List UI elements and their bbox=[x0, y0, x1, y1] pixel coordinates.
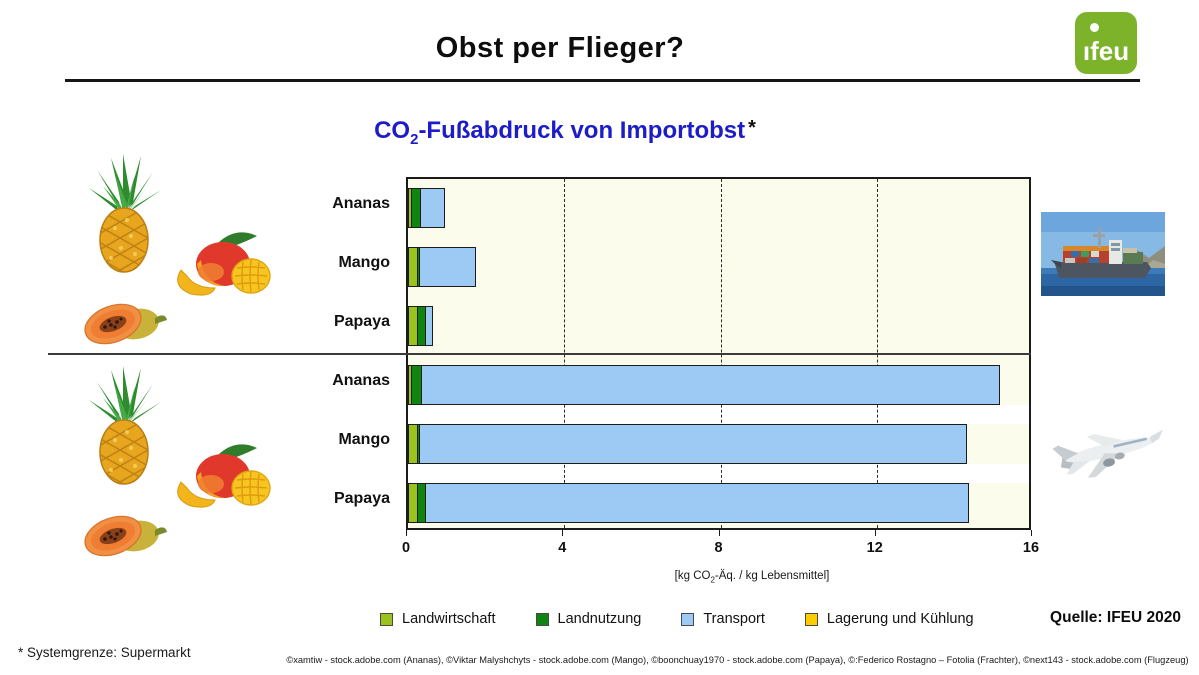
bar-Flugzeug-Ananas bbox=[408, 364, 1000, 405]
row-gap-band bbox=[408, 463, 1029, 483]
bar-segment-Transport bbox=[424, 307, 433, 346]
chart-legend: Landwirtschaft Landnutzung Transport Lageru… bbox=[380, 611, 1010, 627]
legend-item-Landnutzung: Landnutzung bbox=[535, 611, 642, 627]
bar-segment-Transport bbox=[424, 483, 968, 522]
bar-Flugzeug-Papaya bbox=[408, 482, 969, 523]
bar-segment-Landwirtschaft bbox=[409, 365, 411, 404]
bar-segment-Transport bbox=[419, 189, 444, 228]
x-tick-mark-8 bbox=[718, 530, 720, 536]
x-axis: 0 4 8 12 16 bbox=[402, 0, 1039, 675]
container-ship-graphic bbox=[1041, 212, 1165, 296]
legend-label: Lagerung und Kühlung bbox=[826, 611, 974, 627]
x-tick-label-16: 16 bbox=[1022, 540, 1040, 556]
bar-Frachter (Schiff)-Ananas bbox=[408, 188, 445, 229]
legend-swatch bbox=[535, 612, 549, 626]
fruit-group-ship bbox=[75, 148, 325, 354]
gridline-4 bbox=[564, 179, 566, 528]
logo-i-dot bbox=[1090, 23, 1099, 32]
bar-segment-Transport bbox=[420, 365, 999, 404]
gridline-12 bbox=[876, 179, 878, 528]
image-credits: ©xamtiw - stock.adobe.com (Ananas), ©Vik… bbox=[286, 655, 1189, 665]
source-label: Quelle: IFEU 2020 bbox=[1050, 609, 1181, 626]
mango-icon bbox=[177, 232, 271, 296]
legend-item-Lagerung und Kühlung: Lagerung und Kühlung bbox=[804, 611, 974, 627]
footnote-asterisk: * bbox=[748, 117, 756, 139]
row-gap-band bbox=[408, 404, 1029, 424]
papaya-icon bbox=[84, 515, 167, 557]
page-title: Obst per Flieger? bbox=[435, 32, 685, 64]
legend-swatch bbox=[380, 612, 393, 626]
bar-segment-Landwirtschaft bbox=[409, 248, 417, 287]
chart-title: CO2-Fußabdruck von Importobst * bbox=[374, 117, 756, 148]
category-label-Ananas: Ananas bbox=[332, 195, 390, 213]
bar-segment-Landnutzung bbox=[416, 307, 425, 346]
mango-icon bbox=[177, 444, 271, 508]
airplane-image bbox=[1048, 416, 1172, 482]
bar-segment-Landwirtschaft bbox=[409, 424, 417, 463]
bar-segment-Landnutzung bbox=[416, 483, 425, 522]
system-boundary-footnote: * Systemgrenze: Supermarkt bbox=[18, 645, 191, 660]
bar-segment-Landnutzung bbox=[410, 189, 420, 228]
category-label-Papaya: Papaya bbox=[333, 489, 390, 507]
x-tick-mark-12 bbox=[874, 530, 876, 536]
legend-item-Transport: Transport bbox=[681, 611, 765, 627]
papaya-icon bbox=[84, 303, 167, 345]
bar-segment-Transport bbox=[418, 248, 476, 287]
category-label-Papaya: Papaya bbox=[333, 313, 390, 331]
legend-item-Landwirtschaft: Landwirtschaft bbox=[380, 611, 496, 627]
bar-segment-Transport bbox=[418, 424, 966, 463]
bar-Frachter (Schiff)-Mango bbox=[408, 247, 477, 288]
legend-label: Landwirtschaft bbox=[402, 611, 496, 627]
x-tick-mark-4 bbox=[562, 530, 564, 536]
x-tick-label-8: 8 bbox=[714, 540, 723, 556]
legend-label: Landnutzung bbox=[557, 611, 642, 627]
airplane-graphic bbox=[1052, 429, 1163, 478]
x-tick-label-4: 4 bbox=[558, 540, 567, 556]
category-label-Ananas: Ananas bbox=[332, 371, 390, 389]
x-axis-unit-label: [kg CO2-Äq. / kg Lebensmittel] bbox=[674, 570, 830, 585]
fruit-group-air bbox=[75, 360, 325, 566]
pineapple-icon bbox=[89, 366, 161, 485]
bar-segment-Landnutzung bbox=[410, 365, 421, 404]
x-tick-label-0: 0 bbox=[401, 540, 411, 556]
category-labels: Ananas Mango Papaya Ananas Mango Papaya bbox=[0, 177, 406, 530]
bar-Frachter (Schiff)-Papaya bbox=[408, 306, 434, 347]
bar-Flugzeug-Mango bbox=[408, 423, 967, 464]
logo-wordmark: ıfeu bbox=[1082, 36, 1130, 66]
bar-segment-Landwirtschaft bbox=[409, 307, 417, 346]
bar-segment-Landnutzung bbox=[416, 248, 419, 287]
x-tick-mark-0 bbox=[406, 530, 407, 536]
legend-swatch bbox=[681, 612, 695, 626]
pineapple-icon bbox=[89, 154, 161, 273]
x-tick-label-12: 12 bbox=[866, 540, 883, 556]
title-divider-line bbox=[65, 79, 1140, 82]
category-label-Mango: Mango bbox=[338, 430, 390, 448]
gridline-8 bbox=[720, 179, 722, 528]
x-tick-mark-16 bbox=[1031, 530, 1032, 536]
bar-segment-Landnutzung bbox=[416, 424, 419, 463]
legend-swatch bbox=[804, 612, 818, 626]
legend-label: Transport bbox=[703, 611, 765, 627]
bar-segment-Landwirtschaft bbox=[409, 483, 417, 522]
ifeu-logo: ıfeu bbox=[1075, 12, 1137, 74]
bar-segment-Landwirtschaft bbox=[409, 189, 411, 228]
group-divider-line bbox=[48, 353, 1031, 355]
container-ship-image bbox=[1041, 212, 1165, 296]
category-label-Mango: Mango bbox=[338, 254, 390, 272]
